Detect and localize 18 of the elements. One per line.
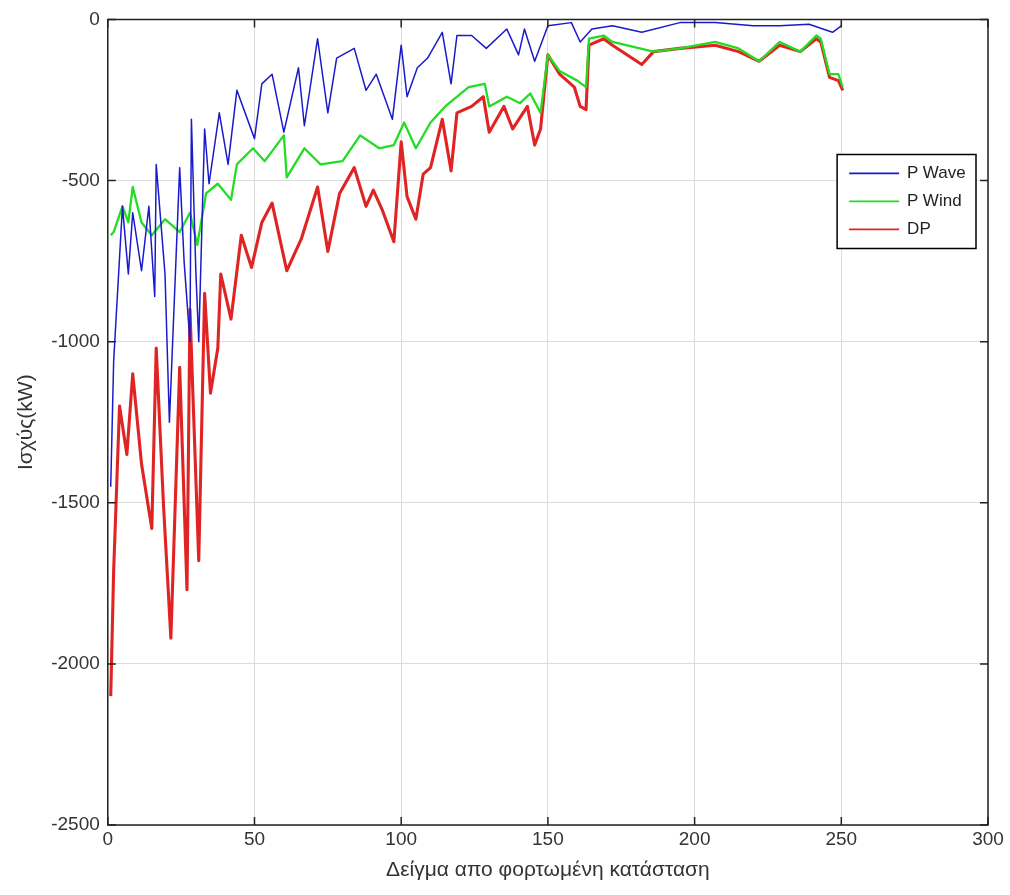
legend-label: P Wave <box>907 163 966 183</box>
x-tick-label: 0 <box>102 827 114 849</box>
x-tick-label: 250 <box>825 827 858 849</box>
legend-label: DP <box>907 219 931 239</box>
y-tick-label: -500 <box>61 168 100 190</box>
x-tick-label: 150 <box>532 827 564 849</box>
y-tick-label: 0 <box>89 7 100 29</box>
x-tick-label: 100 <box>385 827 418 849</box>
x-tick-label: 200 <box>678 827 711 849</box>
y-axis-title: Ισχύς(kW) <box>13 374 37 471</box>
x-axis-title: Δείγμα απο φορτωμένη κατάσταση <box>386 857 710 881</box>
y-tick-label: -2000 <box>51 652 100 674</box>
y-tick-label: -1500 <box>51 490 100 512</box>
y-tick-label: -2500 <box>51 813 100 835</box>
y-tick-label: -1000 <box>51 329 100 351</box>
x-tick-label: 300 <box>972 827 1004 849</box>
x-tick-label: 50 <box>243 827 266 849</box>
legend-label: P Wind <box>907 191 962 211</box>
